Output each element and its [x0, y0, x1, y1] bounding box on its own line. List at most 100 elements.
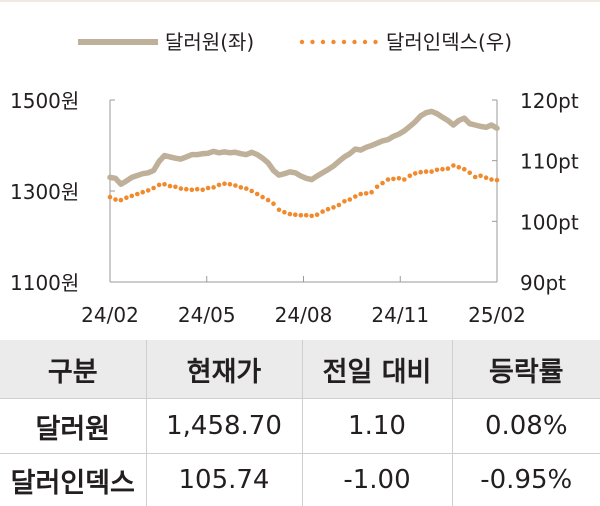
series-point-dxy	[217, 183, 222, 188]
x-tick-label: 25/02	[468, 303, 526, 327]
series-point-dxy	[429, 169, 434, 174]
legend-swatch-dot	[352, 40, 356, 44]
series-point-dxy	[271, 201, 276, 206]
x-tick-label: 24/05	[178, 303, 236, 327]
series-point-dxy	[337, 203, 342, 208]
series-point-dxy	[124, 195, 129, 200]
series-point-dxy	[130, 194, 135, 199]
series-point-dxy	[446, 166, 451, 171]
legend-swatch-dot	[373, 40, 377, 44]
series-point-dxy	[190, 188, 195, 193]
series-point-dxy	[462, 167, 467, 172]
series-point-dxy	[244, 186, 249, 191]
series-point-dxy	[353, 194, 358, 199]
row-rate: 0.08%	[452, 399, 600, 454]
series-point-dxy	[195, 187, 200, 192]
series-point-dxy	[140, 190, 145, 195]
series-point-dxy	[424, 169, 429, 174]
series-point-dxy	[228, 182, 233, 187]
series-point-dxy	[342, 199, 347, 204]
series-point-dxy	[418, 170, 423, 175]
row-price: 1,458.70	[146, 399, 302, 454]
series-point-dxy	[299, 213, 304, 218]
legend-swatch-dot	[310, 40, 314, 44]
legend-label-usdkrw: 달러원(좌)	[165, 30, 254, 54]
series-point-dxy	[484, 175, 489, 180]
y-left-tick-label: 1100원	[10, 271, 79, 295]
header-change: 전일 대비	[302, 340, 452, 399]
series-point-dxy	[179, 186, 184, 191]
row-name: 달러인덱스	[0, 454, 146, 506]
x-tick-label: 24/08	[275, 303, 333, 327]
legend-swatch-dot	[331, 40, 335, 44]
series-point-dxy	[288, 212, 293, 217]
series-point-dxy	[206, 186, 211, 191]
legend-swatch-dot	[321, 40, 325, 44]
series-point-dxy	[108, 195, 113, 200]
series-point-dxy	[211, 185, 216, 190]
series-point-dxy	[386, 177, 391, 182]
series-point-dxy	[375, 185, 380, 190]
series-point-dxy	[162, 182, 167, 187]
series-point-dxy	[380, 181, 385, 186]
summary-table: 구분 현재가 전일 대비 등락률 달러원 1,458.70 1.10 0.08%…	[0, 340, 600, 506]
series-point-dxy	[348, 197, 353, 202]
series-point-dxy	[113, 197, 118, 202]
series-point-dxy	[397, 176, 402, 181]
table-row: 달러인덱스 105.74 -1.00 -0.95%	[0, 454, 600, 506]
series-point-dxy	[413, 171, 418, 176]
y-right-tick-label: 120pt	[520, 89, 579, 113]
legend-swatch-dot	[300, 40, 304, 44]
legend-label-dxy: 달러인덱스(우)	[386, 30, 512, 54]
series-point-dxy	[255, 192, 260, 197]
exchange-rate-chart: 달러원(좌)달러인덱스(우)1500원1300원1100원120pt110pt1…	[0, 0, 600, 340]
legend-swatch-dot	[342, 40, 346, 44]
series-point-dxy	[239, 185, 244, 190]
series-point-dxy	[146, 188, 151, 193]
series-point-dxy	[326, 207, 331, 212]
series-point-dxy	[315, 212, 320, 217]
series-point-dxy	[331, 205, 336, 210]
series-point-dxy	[168, 184, 173, 189]
legend-swatch-dot	[363, 40, 367, 44]
series-point-dxy	[457, 165, 462, 170]
series-point-dxy	[260, 195, 265, 200]
x-tick-label: 24/02	[81, 303, 139, 327]
series-point-dxy	[249, 189, 254, 194]
series-point-dxy	[222, 181, 227, 186]
series-point-dxy	[135, 192, 140, 197]
series-point-dxy	[478, 174, 483, 179]
series-point-dxy	[309, 214, 314, 219]
series-line-usdkrw	[110, 111, 497, 184]
y-left-tick-label: 1500원	[10, 89, 79, 113]
series-point-dxy	[157, 183, 162, 188]
y-right-tick-label: 100pt	[520, 210, 579, 234]
series-point-dxy	[293, 212, 298, 217]
series-point-dxy	[233, 183, 238, 188]
series-point-dxy	[184, 187, 189, 192]
y-left-tick-label: 1300원	[10, 180, 79, 204]
header-change-rate: 등락률	[452, 340, 600, 399]
series-point-dxy	[151, 186, 156, 191]
y-right-tick-label: 90pt	[520, 271, 566, 295]
series-point-dxy	[119, 198, 124, 203]
series-point-dxy	[369, 190, 374, 195]
series-point-dxy	[408, 174, 413, 179]
series-point-dxy	[440, 167, 445, 172]
table-row: 달러원 1,458.70 1.10 0.08%	[0, 399, 600, 454]
row-price: 105.74	[146, 454, 302, 506]
series-point-dxy	[364, 191, 369, 196]
row-rate: -0.95%	[452, 454, 600, 506]
series-point-dxy	[282, 210, 287, 215]
series-point-dxy	[391, 177, 396, 182]
series-point-dxy	[266, 198, 271, 203]
series-point-dxy	[200, 188, 205, 193]
x-tick-label: 24/11	[371, 303, 429, 327]
series-point-dxy	[495, 178, 500, 183]
series-point-dxy	[473, 175, 478, 180]
header-category: 구분	[0, 340, 146, 399]
row-name: 달러원	[0, 399, 146, 454]
series-point-dxy	[277, 208, 282, 213]
series-point-dxy	[173, 185, 178, 190]
series-point-dxy	[320, 209, 325, 214]
